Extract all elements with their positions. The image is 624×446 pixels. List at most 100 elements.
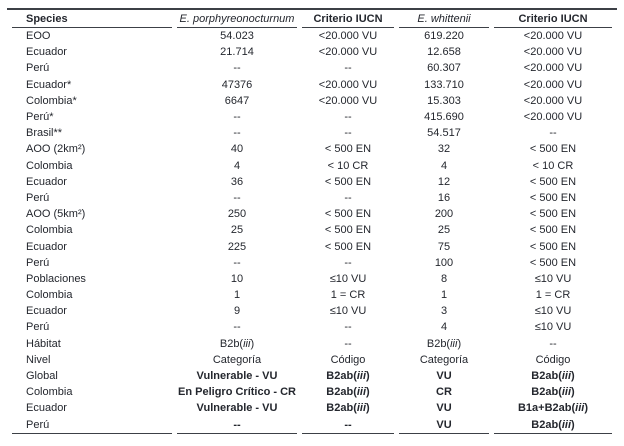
cell-value: --	[344, 62, 352, 75]
cell-value: 8	[440, 272, 448, 285]
row-label: Brasil**	[26, 127, 63, 140]
cell-value: --	[233, 256, 241, 269]
row-label: Ecuador	[26, 402, 67, 415]
cell-value: 4	[440, 321, 448, 334]
cell-value: VU	[436, 402, 452, 415]
cell-value: --	[344, 256, 352, 269]
cell-value: --	[344, 127, 352, 140]
cell-value: --	[233, 62, 241, 75]
row-label: EOO	[26, 30, 51, 43]
cell-value: 9	[233, 305, 241, 318]
cell-value: 200	[434, 208, 454, 221]
cell-value: 75	[437, 240, 451, 253]
cell-value: 15.303	[427, 94, 461, 107]
cell-value: 12	[437, 175, 451, 188]
cell-value: < 500 EN	[324, 224, 372, 237]
table-body: EOO 54.023 <20.000 VU 619.220 <20.000 VU Ecua…	[12, 28, 612, 434]
cell-value: 4	[233, 159, 241, 172]
cell-value: --	[344, 191, 352, 204]
header-row: Species E. porphyreonocturnum Criterio I…	[12, 10, 612, 28]
cell-value: 415.690	[424, 111, 464, 124]
table-row: Colombia 25 < 500 EN 25 < 500 EN	[12, 222, 612, 238]
table-row: Perú* -- -- 415.690 <20.000 VU	[12, 109, 612, 125]
row-label: Ecuador	[26, 305, 67, 318]
row-label: Nivel	[26, 353, 51, 366]
cell-value: <20.000 VU	[523, 111, 583, 124]
cell-value: < 500 EN	[529, 256, 577, 269]
cell-value: ≤10 VU	[329, 305, 367, 318]
cell-value: 1 = CR	[535, 289, 571, 302]
cell-value: 40	[230, 143, 244, 156]
cell-value: B2ab(iii)	[326, 402, 370, 415]
cell-value: < 500 EN	[529, 240, 577, 253]
cell-value: < 500 EN	[529, 208, 577, 221]
row-label: Perú	[26, 256, 50, 269]
row-label: Colombia	[26, 159, 73, 172]
row-label: Perú	[26, 321, 50, 334]
table-row: Brasil** -- -- 54.517 --	[12, 125, 612, 141]
row-label: Colombia*	[26, 94, 77, 107]
table-row: Ecuador 21.714 <20.000 VU 12.658 <20.000 VU	[12, 44, 612, 60]
cell-value: 4	[440, 159, 448, 172]
cell-value: 10	[230, 272, 244, 285]
row-label: Colombia	[26, 224, 73, 237]
cell-value: --	[549, 127, 557, 140]
table-row: Ecuador Vulnerable - VU B2ab(iii) VU B1a+B2a…	[12, 400, 612, 416]
row-label: Ecuador	[26, 240, 67, 253]
row-label: AOO (5km²)	[26, 208, 86, 221]
cell-value: < 10 CR	[532, 159, 574, 172]
table-row: Colombia 4 < 10 CR 4 < 10 CR	[12, 158, 612, 174]
table-row: Nivel Categoría Código Categoría Código	[12, 352, 612, 368]
cell-value: < 500 EN	[324, 208, 372, 221]
cell-value: --	[233, 191, 241, 204]
cell-value: B2b(iii)	[426, 337, 462, 350]
table-row: Perú -- -- 100 < 500 EN	[12, 255, 612, 271]
row-label: Perú*	[26, 111, 54, 124]
cell-value: VU	[399, 417, 489, 434]
cell-value: VU	[436, 370, 452, 383]
table-row: Colombia 1 1 = CR 1 1 = CR	[12, 287, 612, 303]
cell-value: --	[233, 111, 241, 124]
cell-value: 54.517	[427, 127, 461, 140]
table-row: Colombia En Peligro Crítico - CR B2ab(iii)…	[12, 384, 612, 400]
cell-value: --	[233, 127, 241, 140]
cell-value: 21.714	[220, 46, 254, 59]
row-label: Ecuador	[26, 46, 67, 59]
cell-value: < 500 EN	[529, 191, 577, 204]
column-header-criterio-iucn-2: Criterio IUCN	[494, 10, 612, 28]
row-label: Ecuador*	[26, 78, 72, 91]
cell-value: < 500 EN	[529, 143, 577, 156]
cell-value: <20.000 VU	[318, 78, 378, 91]
cell-value: <20.000 VU	[318, 94, 378, 107]
column-header-criterio-iucn-1: Criterio IUCN	[302, 10, 394, 28]
cell-value: B2ab(iii)	[326, 370, 370, 383]
row-label: Global	[26, 370, 58, 383]
cell-value: 25	[230, 224, 244, 237]
iucn-criteria-table: Species E. porphyreonocturnum Criterio I…	[7, 8, 617, 434]
table-row: Ecuador 225 < 500 EN 75 < 500 EN	[12, 238, 612, 254]
row-label: Hábitat	[26, 337, 61, 350]
table-row: Colombia* 6647 <20.000 VU 15.303 <20.000 VU	[12, 93, 612, 109]
row-label: Colombia	[26, 289, 73, 302]
cell-value: B2ab(iii)	[326, 386, 370, 399]
cell-value: < 10 CR	[327, 159, 369, 172]
cell-value: <20.000 VU	[523, 62, 583, 75]
cell-value: 3	[440, 305, 448, 318]
cell-value: Vulnerable - VU	[196, 370, 278, 383]
cell-value: <20.000 VU	[318, 30, 378, 43]
cell-value: --	[302, 417, 394, 434]
cell-value: 6647	[224, 94, 250, 107]
table-row: Global Vulnerable - VU B2ab(iii) VU B2ab(iii…	[12, 368, 612, 384]
cell-value: < 500 EN	[324, 143, 372, 156]
table-row: AOO (2km²) 40 < 500 EN 32 < 500 EN	[12, 141, 612, 157]
cell-value: Código	[535, 353, 571, 366]
cell-value: ≤10 VU	[329, 272, 367, 285]
cell-value: 54.023	[220, 30, 254, 43]
cell-value: 47376	[221, 78, 253, 91]
cell-value: B2ab(iii)	[531, 370, 575, 383]
cell-value: --	[344, 111, 352, 124]
table-row: AOO (5km²) 250 < 500 EN 200 < 500 EN	[12, 206, 612, 222]
cell-value: < 500 EN	[324, 175, 372, 188]
row-label: Perú	[12, 417, 172, 434]
cell-value: 250	[227, 208, 247, 221]
